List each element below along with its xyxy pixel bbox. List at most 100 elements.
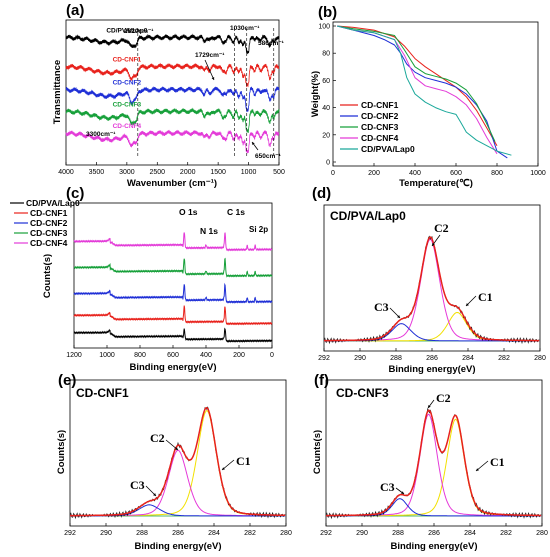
e-component-C2 <box>70 449 286 517</box>
b-xtick-label-2: 400 <box>409 170 421 177</box>
c-xtick-label-6: 0 <box>270 352 274 359</box>
y-axis-label-c: Counts(s) <box>42 254 53 298</box>
peak-label-c1-e: C1 <box>236 454 251 468</box>
c-xtick-label-0: 1200 <box>66 352 82 359</box>
e-xtick-label-2: 288 <box>136 530 148 537</box>
annotation-arrowhead-f-8 <box>401 491 404 494</box>
d-xtick-label-5: 282 <box>498 355 510 362</box>
x-axis-label-d: Binding energy(eV) <box>388 364 475 375</box>
peak-label-c1-f: C1 <box>490 455 505 469</box>
c-xtick-label-2: 800 <box>134 352 146 359</box>
e-fit-envelope <box>70 406 286 517</box>
b-xtick-label-4: 800 <box>491 170 503 177</box>
b-legend-label-1: CD-CNF2 <box>361 111 399 121</box>
xps-survey-line-2 <box>73 282 273 304</box>
b-xtick-label-3: 600 <box>450 170 462 177</box>
peak-label-c2-e: C2 <box>150 431 165 445</box>
b-legend-label-3: CD-CNF4 <box>361 133 399 143</box>
b-ytick-label-2: 40 <box>322 105 330 112</box>
f-xtick-label-4: 284 <box>464 530 476 537</box>
peak-label-o1s: O 1s <box>179 207 198 217</box>
peak-label-c2-d: C2 <box>434 221 449 235</box>
annotation-arrowhead-e-3 <box>222 467 225 470</box>
ftir-line-2 <box>65 86 280 113</box>
plot-frame-d <box>323 204 541 352</box>
d-fit-envelope <box>324 236 540 342</box>
ftir-series-label-1: CD-CNF1 <box>113 56 142 63</box>
d-raw-spectrum <box>323 235 540 345</box>
plot-frame-e <box>69 379 287 527</box>
plot-frame-b <box>332 21 539 167</box>
f-component-C2 <box>326 413 542 517</box>
c-xtick-label-1: 1000 <box>99 352 115 359</box>
y-axis-label-a: Transmittance <box>52 60 63 124</box>
e-xtick-label-1: 290 <box>100 530 112 537</box>
ftir-series-label-0: CD/PVA/Lap0 <box>106 27 147 34</box>
f-xtick-label-1: 290 <box>356 530 368 537</box>
e-xtick-label-4: 284 <box>208 530 220 537</box>
peak-label-c3-f: C3 <box>380 480 395 494</box>
peak-label-c1s: C 1s <box>227 207 245 217</box>
b-legend-label-4: CD/PVA/Lap0 <box>361 144 415 154</box>
f-component-C3 <box>326 498 542 517</box>
c-legend-label-4: CD-CNF4 <box>30 238 68 248</box>
xps-survey-line-0 <box>73 327 273 343</box>
e-xtick-label-5: 282 <box>244 530 256 537</box>
y-axis-label-b: Weight(%) <box>310 71 321 117</box>
e-raw-spectrum <box>69 406 286 520</box>
ftir-series-label-2: CD-CNF2 <box>113 80 142 87</box>
c-legend-label-1: CD-CNF1 <box>30 208 68 218</box>
a-xtick-label-5: 1500 <box>210 169 226 176</box>
f-xtick-label-3: 286 <box>428 530 440 537</box>
f-fit-envelope <box>326 409 542 517</box>
panel-label-f: (f) <box>314 372 329 389</box>
d-component-C3 <box>324 323 540 342</box>
f-xtick-label-6: 280 <box>536 530 548 537</box>
ftir-series-label-4: CD-CNF4 <box>113 123 142 130</box>
a-xtick-label-3: 2500 <box>149 169 165 176</box>
a-xtick-label-1: 3500 <box>89 169 105 176</box>
panel-label-b: (b) <box>318 4 337 21</box>
d-xtick-label-1: 290 <box>354 355 366 362</box>
f-xtick-label-2: 288 <box>392 530 404 537</box>
plot-title-e: CD-CNF1 <box>76 386 129 400</box>
e-component-C1 <box>70 409 286 517</box>
x-axis-label-e: Binding energy(eV) <box>134 541 221 552</box>
b-legend-label-0: CD-CNF1 <box>361 100 399 110</box>
panel-label-a: (a) <box>66 2 84 19</box>
x-axis-label-c: Binding energy(eV) <box>129 362 216 373</box>
x-axis-label-b: Temperature(℃) <box>399 178 473 189</box>
annotation-arrowhead-e-4 <box>175 447 178 450</box>
peak-label-si2p: Si 2p <box>249 225 268 234</box>
peak-label-c2-f: C2 <box>436 391 451 405</box>
c-legend-label-2: CD-CNF2 <box>30 218 68 228</box>
annotation-arrowhead-d-0 <box>466 303 469 306</box>
annotation-2820: 2820cm⁻¹ <box>124 28 153 35</box>
d-xtick-label-0: 292 <box>318 355 330 362</box>
annotation-arrowhead-f-7 <box>428 405 431 408</box>
annotation-arrowhead-d-2 <box>397 315 400 318</box>
panel-label-d: (d) <box>312 185 331 202</box>
plot-frame-f <box>325 379 543 527</box>
b-ytick-label-4: 80 <box>322 51 330 58</box>
tga-line-2 <box>337 25 496 142</box>
d-xtick-label-2: 288 <box>390 355 402 362</box>
x-axis-label-a: Wavenumber (cm⁻¹) <box>127 178 217 189</box>
b-legend-label-2: CD-CNF3 <box>361 122 399 132</box>
peak-label-c1-d: C1 <box>478 290 493 304</box>
a-xtick-label-2: 3000 <box>119 169 135 176</box>
xps-survey-line-3 <box>73 257 273 278</box>
peak-label-n1s: N 1s <box>200 226 218 236</box>
panel-e: (e) CD-CNF1 292 290 288 286 284 282 280 Bindin… <box>56 372 292 552</box>
b-ytick-label-3: 60 <box>322 78 330 85</box>
a-xtick-label-4: 2000 <box>180 169 196 176</box>
panel-c: (c) 1200 1000 800 600 400 200 0 CD/PVA/Lap0CD-… <box>10 185 274 373</box>
ftir-line-4 <box>65 129 280 154</box>
a-xtick-label-0: 4000 <box>58 169 74 176</box>
d-xtick-label-3: 286 <box>426 355 438 362</box>
annotation-arrowhead-a-9 <box>211 77 215 80</box>
y-axis-label-f: Counts(s) <box>312 430 323 474</box>
c-xtick-label-5: 200 <box>233 352 245 359</box>
panel-label-e: (e) <box>58 372 76 389</box>
